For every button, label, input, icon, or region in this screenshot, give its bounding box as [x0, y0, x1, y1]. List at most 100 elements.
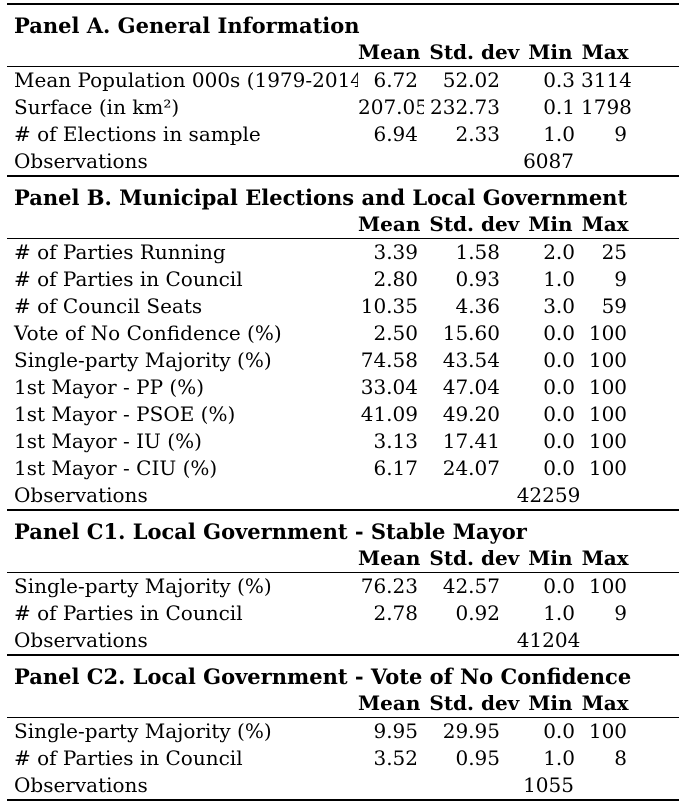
std-dev-value: 49.20 — [442, 402, 500, 426]
min-value: 2.0 — [506, 238, 581, 266]
std-dev-value: 2.33 — [455, 122, 500, 146]
row-label: # of Parties in Council — [14, 601, 243, 625]
observations-value: 41204 — [516, 628, 581, 652]
min-value: 1.0 — [543, 601, 575, 625]
table-row: # of Parties Running 3.39 1.58 2.0 25 — [7, 238, 680, 266]
column-header-row: Mean Std. dev Min Max — [7, 690, 679, 718]
mean-value: 33.04 — [360, 375, 418, 399]
max-value: 3114 — [581, 66, 680, 94]
col-header-max: Max — [581, 691, 629, 715]
row-label: 1st Mayor - CIU (%) — [14, 456, 218, 480]
observations-row: Observations 42259 — [7, 482, 679, 510]
observations-row: Observations 1055 — [7, 772, 679, 800]
row-label: # of Parties in Council — [14, 267, 243, 291]
row-label: Mean Population 000s (1979-2014) — [7, 66, 358, 94]
row-label: # of Council Seats — [14, 294, 203, 318]
table-row: Mean Population 000s (1979-2014) 6.72 52… — [7, 66, 680, 94]
panel-c2: Panel C2. Local Government - Vote of No … — [7, 654, 680, 800]
mean-value: 2.80 — [373, 267, 418, 291]
col-header-max: Max — [581, 212, 629, 236]
min-value: 0.0 — [506, 717, 581, 745]
col-header-max: Max — [581, 546, 629, 570]
mean-value: 10.35 — [360, 294, 418, 318]
table-row: Vote of No Confidence (%) 2.50 15.60 0.0… — [7, 320, 679, 347]
panel-c1: Panel C1. Local Government - Stable Mayo… — [7, 509, 680, 655]
table-row: Single-party Majority (%) 74.58 43.54 0.… — [7, 347, 679, 374]
min-value: 0.0 — [543, 402, 575, 426]
row-label: 1st Mayor - IU (%) — [14, 429, 202, 453]
stats-table: Panel A. General Information Mean Std. de… — [7, 3, 680, 801]
mean-value: 2.78 — [373, 601, 418, 625]
col-header-mean: Mean — [358, 40, 421, 64]
std-dev-value: 43.54 — [442, 348, 500, 372]
table-row: # of Parties in Council 2.78 0.92 1.0 9 — [7, 600, 679, 627]
min-value: 0.0 — [543, 456, 575, 480]
max-value: 100 — [588, 429, 628, 453]
max-value: 8 — [614, 746, 628, 770]
observations-label: Observations — [14, 483, 148, 507]
std-dev-value: 52.02 — [424, 66, 506, 94]
mean-value: 76.23 — [358, 572, 424, 600]
column-headers: Mean Std. dev Min Max — [358, 690, 679, 718]
row-label: Single-party Majority (%) — [7, 717, 358, 745]
header-spacer — [7, 545, 358, 573]
max-value: 59 — [601, 294, 628, 318]
row-label: # of Elections in sample — [14, 122, 261, 146]
min-value: 1.0 — [543, 122, 575, 146]
min-value: 3.0 — [543, 294, 575, 318]
col-header-std-dev: Std. dev — [429, 546, 520, 570]
min-value: 0.0 — [543, 348, 575, 372]
std-dev-value: 0.95 — [455, 746, 500, 770]
mean-value: 3.13 — [373, 429, 418, 453]
header-spacer — [7, 690, 358, 718]
table-row: 1st Mayor - PSOE (%) 41.09 49.20 0.0 100 — [7, 401, 679, 428]
table-row: # of Elections in sample 6.94 2.33 1.0 9 — [7, 121, 679, 148]
min-value: 0.1 — [543, 95, 575, 119]
panel-b: Panel B. Municipal Elections and Local G… — [7, 175, 680, 510]
mean-value: 6.17 — [373, 456, 418, 480]
observations-row: Observations 6087 — [7, 148, 679, 176]
max-value: 9 — [614, 267, 628, 291]
panel-title-row: Panel C1. Local Government - Stable Mayo… — [7, 509, 680, 545]
std-dev-value: 29.95 — [424, 717, 506, 745]
header-spacer — [7, 211, 358, 239]
row-label: Single-party Majority (%) — [14, 348, 272, 372]
column-headers: Mean Std. dev Min Max — [358, 39, 679, 67]
std-dev-value: 17.41 — [442, 429, 500, 453]
panel-title-row: Panel C2. Local Government - Vote of No … — [7, 654, 680, 690]
row-label: Vote of No Confidence (%) — [14, 321, 282, 345]
table-row: 1st Mayor - PP (%) 33.04 47.04 0.0 100 — [7, 374, 679, 401]
min-value: 0.0 — [506, 572, 581, 600]
column-headers: Mean Std. dev Min Max — [358, 545, 679, 573]
max-value: 100 — [581, 717, 680, 745]
observations-value: 42259 — [516, 483, 581, 507]
table-row: # of Parties in Council 3.52 0.95 1.0 8 — [7, 745, 679, 772]
col-header-max: Max — [581, 40, 629, 64]
col-header-std-dev: Std. dev — [429, 691, 520, 715]
row-label: 1st Mayor - PP (%) — [14, 375, 205, 399]
std-dev-value: 42.57 — [424, 572, 506, 600]
table-row: # of Council Seats 10.35 4.36 3.0 59 — [7, 293, 679, 320]
row-label: Single-party Majority (%) — [7, 572, 358, 600]
std-dev-value: 15.60 — [442, 321, 500, 345]
max-value: 25 — [581, 238, 680, 266]
max-value: 100 — [588, 321, 628, 345]
min-value: 0.3 — [506, 66, 581, 94]
min-value: 1.0 — [543, 267, 575, 291]
std-dev-value: 1.58 — [424, 238, 506, 266]
column-header-row: Mean Std. dev Min Max — [7, 39, 679, 67]
std-dev-value: 24.07 — [442, 456, 500, 480]
row-label: # of Parties in Council — [14, 746, 243, 770]
min-value: 0.0 — [543, 375, 575, 399]
observations-label: Observations — [14, 149, 148, 173]
table-row: Single-party Majority (%) 9.95 29.95 0.0… — [7, 717, 680, 745]
mean-value: 3.52 — [373, 746, 418, 770]
header-spacer — [7, 39, 358, 67]
mean-value: 6.94 — [373, 122, 418, 146]
observations-label: Observations — [14, 628, 148, 652]
std-dev-value: 232.73 — [430, 95, 500, 119]
col-header-min: Min — [528, 546, 573, 570]
min-value: 0.0 — [543, 321, 575, 345]
panel-a: Panel A. General Information Mean Std. de… — [7, 4, 680, 176]
